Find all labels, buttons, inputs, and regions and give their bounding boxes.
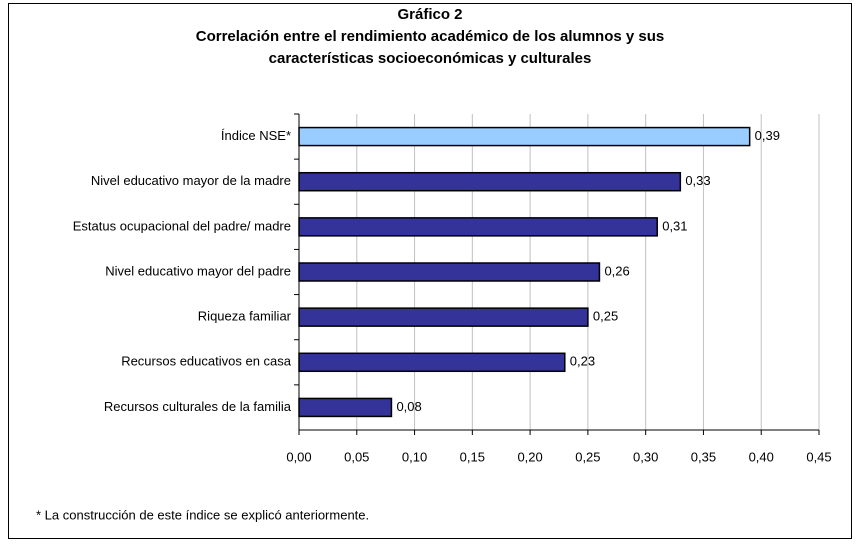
data-label: 0,39 [755, 128, 780, 143]
x-tick-label: 0,05 [344, 449, 369, 464]
data-label: 0,31 [662, 218, 687, 233]
chart-title: Gráfico 2 [397, 6, 462, 23]
x-tick-label: 0,35 [691, 449, 716, 464]
data-label: 0,33 [685, 173, 710, 188]
chart-title: Correlación entre el rendimiento académi… [196, 28, 664, 45]
bar [298, 352, 566, 373]
y-tick-label: Nivel educativo mayor de la madre [91, 173, 291, 188]
footnote: * La construcción de este índice se expl… [36, 507, 369, 522]
x-tick-label: 0,45 [806, 449, 831, 464]
y-tick-label: Recursos culturales de la familia [104, 399, 292, 414]
bar [298, 171, 682, 192]
bar [298, 126, 751, 147]
chart-title: características socioeconómicas y cultur… [269, 50, 592, 67]
y-tick-label: Nivel educativo mayor del padre [105, 263, 291, 278]
y-tick-label: Recursos educativos en casa [121, 354, 292, 369]
x-tick-label: 0,25 [575, 449, 600, 464]
x-tick-label: 0,10 [402, 449, 427, 464]
bar [298, 397, 393, 418]
data-label: 0,23 [570, 354, 595, 369]
y-tick-label: Índice NSE* [221, 128, 291, 143]
x-tick-label: 0,00 [286, 449, 311, 464]
data-label: 0,26 [604, 263, 629, 278]
x-tick-label: 0,40 [749, 449, 774, 464]
x-tick-label: 0,20 [517, 449, 542, 464]
bar [298, 217, 658, 237]
data-label: 0,25 [593, 309, 618, 324]
y-tick-label: Riqueza familiar [198, 309, 292, 324]
data-label: 0,08 [396, 399, 421, 414]
y-tick-label: Estatus ocupacional del padre/ madre [73, 218, 291, 233]
x-tick-label: 0,30 [633, 449, 658, 464]
bar [298, 262, 601, 282]
bar [298, 307, 589, 327]
x-tick-label: 0,15 [460, 449, 485, 464]
